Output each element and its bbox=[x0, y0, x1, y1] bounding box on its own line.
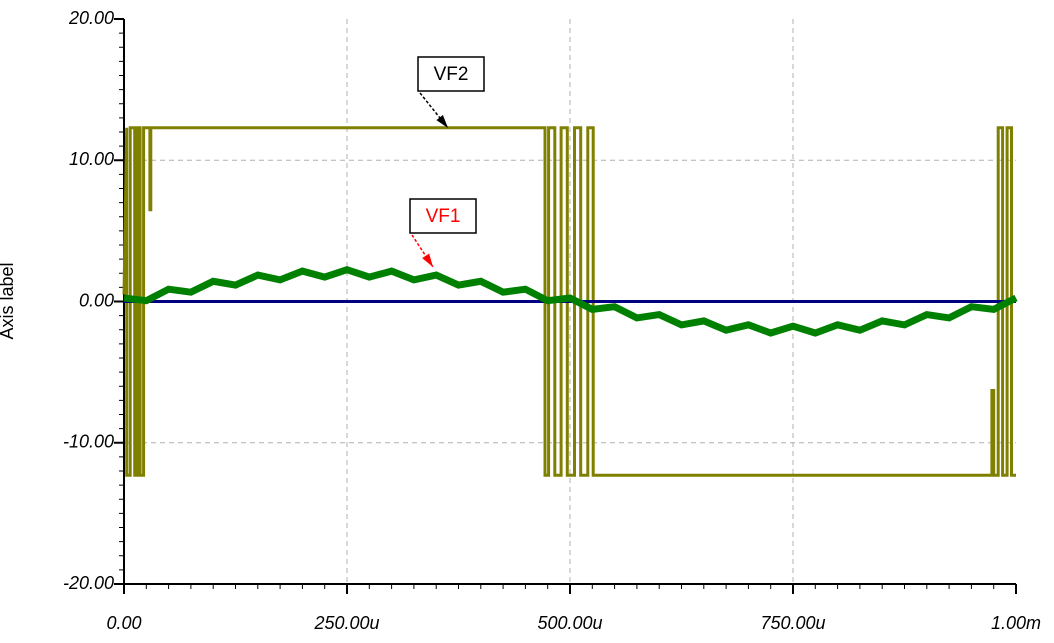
y-tick-label: 0.00 bbox=[79, 290, 114, 310]
y-tick-label: 20.00 bbox=[68, 8, 114, 28]
y-tick-label: -10.00 bbox=[63, 432, 114, 452]
annotation-arrowhead bbox=[422, 253, 433, 267]
y-axis-label: Axis label bbox=[0, 262, 17, 339]
annotation-text: VF1 bbox=[426, 206, 461, 227]
x-tick-label: 0.00 bbox=[106, 613, 141, 633]
x-tick-label: 1.00m bbox=[991, 613, 1041, 633]
y-tick-label: -20.00 bbox=[63, 573, 114, 593]
x-tick-label: 250.00u bbox=[313, 613, 379, 633]
annotation-text: VF2 bbox=[434, 64, 469, 85]
x-tick-label: 750.00u bbox=[760, 613, 825, 633]
y-tick-label: 10.00 bbox=[69, 149, 114, 169]
annotation-box bbox=[417, 56, 485, 92]
annotation-arrowhead bbox=[436, 114, 448, 128]
annotation-box bbox=[409, 198, 477, 234]
series-line bbox=[123, 266, 1018, 337]
x-tick-label: 500.00u bbox=[537, 613, 602, 633]
